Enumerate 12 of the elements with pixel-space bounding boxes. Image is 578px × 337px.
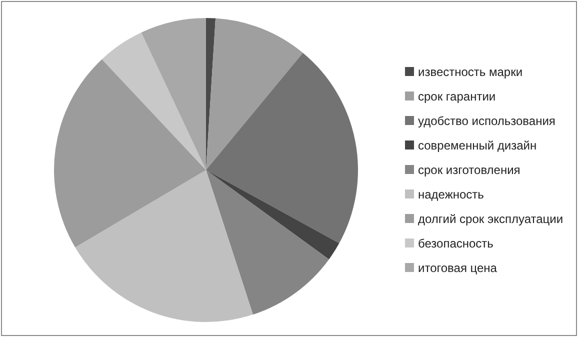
pie-slice (206, 170, 329, 315)
legend-label: срок гарантии (418, 90, 496, 104)
pie-slice (206, 170, 340, 260)
pie-slice (206, 52, 358, 244)
legend-label: безопасность (418, 236, 494, 250)
legend-label: итоговая цена (418, 261, 498, 275)
legend-label: современный дизайн (418, 138, 537, 152)
legend-label: известность марки (418, 65, 523, 79)
legend-label: удобство использования (418, 114, 556, 128)
legend-label: долгий срок эксплуатации (418, 212, 564, 226)
legend-label: надежность (418, 188, 484, 202)
legend-label: срок изготовления (418, 163, 520, 177)
